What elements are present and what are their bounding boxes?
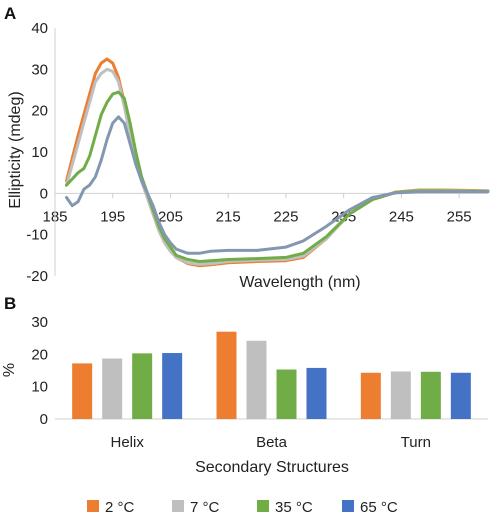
- panel-b-y-tick-label: 10: [31, 379, 48, 396]
- panel-b-y-label: %: [1, 363, 18, 377]
- legend-swatch: [342, 500, 354, 512]
- panel-b-bar: [450, 372, 471, 419]
- panel-a-series-line-2: [65, 67, 490, 266]
- panel-b-bar: [246, 340, 267, 419]
- legend-label: 35 °C: [275, 499, 313, 516]
- panel-b-bar: [216, 331, 237, 419]
- panel-b-bar: [420, 371, 441, 419]
- legend-swatch: [257, 500, 269, 512]
- panel-a-x-tick-label: 225: [273, 208, 298, 225]
- panel-a-y-tick-label: 20: [31, 103, 48, 120]
- panel-a-y-tick-label: 40: [31, 20, 48, 37]
- panel-a-x-label: Wavelength (nm): [239, 274, 360, 291]
- panel-b-label: B: [4, 294, 16, 313]
- panel-a-x-tick-label: 255: [447, 208, 472, 225]
- panel-b-x-label: Secondary Structures: [195, 459, 349, 476]
- panel-a-x-ticks: 185 195 205 215 225 235 245 255: [42, 193, 472, 225]
- panel-a-y-label: Ellipticity (mdeg): [7, 91, 24, 208]
- panel-a-x-tick-label: 205: [158, 208, 183, 225]
- panel-b-bar: [162, 353, 183, 419]
- panel-a-y-tick-label: 30: [31, 61, 48, 78]
- legend-label: 7 °C: [190, 499, 220, 516]
- panel-a-series-line-3: [65, 90, 490, 263]
- panel-b-y-ticks: 0 10 20 30: [31, 314, 48, 428]
- panel-b-bar: [72, 363, 93, 419]
- panel-b-category-label: Helix: [110, 434, 144, 451]
- panel-b-category-labels: Helix Beta Turn: [110, 434, 430, 451]
- legend-label: 2 °C: [105, 499, 135, 516]
- panel-b-y-tick-label: 0: [40, 411, 48, 428]
- panel-a-y-tick-label: 10: [31, 144, 48, 161]
- legend-swatch: [172, 500, 184, 512]
- panel-b-bar: [360, 372, 381, 419]
- panel-b-bars: [72, 331, 471, 419]
- panel-b-bar: [102, 358, 123, 419]
- panel-b-bar: [132, 353, 153, 419]
- panel-a-x-tick-label: 245: [389, 208, 414, 225]
- panel-b-y-tick-label: 30: [31, 314, 48, 331]
- legend: 2 °C 7 °C 35 °C 65 °C: [87, 499, 398, 516]
- panel-b-bar: [306, 367, 327, 419]
- panel-a-y-tick-label: -20: [26, 268, 48, 285]
- legend-swatch: [87, 500, 99, 512]
- panel-a-series-line-4: [65, 115, 490, 255]
- panel-b-category-label: Beta: [256, 434, 288, 451]
- panel-b-bar: [276, 369, 297, 419]
- panel-a-x-tick-label: 195: [100, 208, 125, 225]
- legend-label: 65 °C: [360, 499, 398, 516]
- panel-a-series: [65, 57, 490, 268]
- panel-b-bar: [390, 371, 411, 419]
- panel-a-y-tick-label: -10: [26, 227, 48, 244]
- panel-b-y-tick-label: 20: [31, 346, 48, 363]
- panel-a-y-ticks: -20 -10 0 10 20 30 40: [26, 20, 48, 285]
- panel-a-y-tick-label: 0: [40, 185, 48, 202]
- panel-b-category-label: Turn: [401, 434, 431, 451]
- panel-a-series-line-1: [65, 57, 490, 268]
- panel-a-x-tick-label: 215: [216, 208, 241, 225]
- panel-a-label: A: [4, 4, 16, 23]
